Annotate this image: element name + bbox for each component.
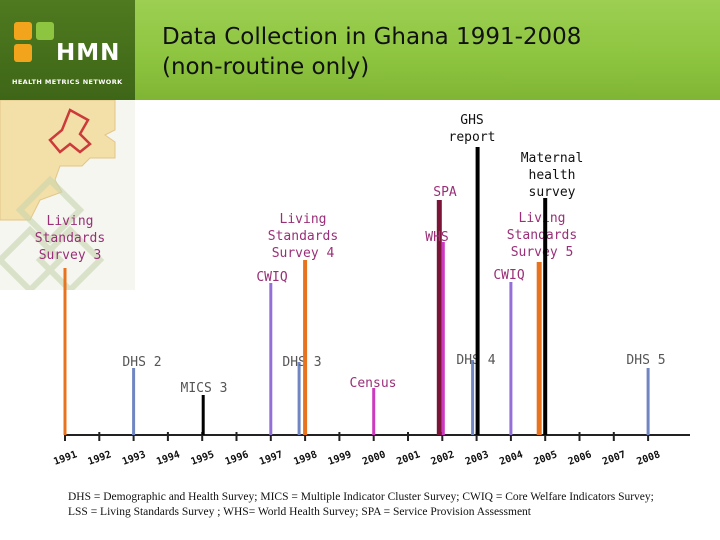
event-line-cwiq-2004	[509, 282, 513, 435]
axis-tick-label-2006: 2006	[567, 449, 593, 468]
axis-tick-label-1993: 1993	[121, 449, 147, 468]
axis-tick-label-2007: 2007	[601, 449, 627, 468]
event-line-dhs-4-2003	[471, 360, 475, 435]
event-line-living-standards-survey-3-1991	[63, 268, 67, 435]
event-line-mics-3-1995	[201, 395, 205, 435]
event-line-cwiq-1997	[269, 283, 273, 435]
axis-tick-label-1992: 1992	[87, 449, 113, 468]
title-line-2: (non-routine only)	[162, 54, 370, 80]
axis-tick-label-2003: 2003	[464, 449, 490, 468]
axis-tick-label-1997: 1997	[258, 449, 284, 468]
event-label-whs-2002: WHS	[425, 230, 448, 245]
header-banner: HMN HEALTH METRICS NETWORK Data Collecti…	[0, 0, 720, 100]
event-line-spa-2002	[436, 200, 442, 435]
event-label-ghs-report-2003: GHS report	[449, 113, 496, 145]
event-label-dhs-3-1998: DHS 3	[282, 355, 321, 370]
event-label-spa-2002: SPA	[433, 185, 457, 200]
event-label-maternal-health-survey-2005: Maternal health survey	[521, 151, 584, 200]
event-line-census-2000	[372, 388, 376, 435]
axis-tick-label-2008: 2008	[635, 449, 661, 468]
axis-tick-label-2005: 2005	[532, 449, 558, 468]
event-line-whs-2002	[441, 242, 445, 435]
decorative-map-pattern	[0, 100, 135, 290]
person-icon	[14, 22, 32, 40]
event-line-living-standards-survey-5-2005	[536, 262, 542, 435]
hospital-icon	[14, 44, 32, 62]
event-line-living-standards-survey-4-1998	[303, 260, 308, 435]
event-label-dhs-2-1993: DHS 2	[122, 355, 161, 370]
axis-tick-label-1998: 1998	[292, 449, 318, 468]
title-line-1: Data Collection in Ghana 1991-2008	[162, 24, 582, 50]
axis-tick-label-1996: 1996	[224, 449, 250, 468]
event-label-living-standards-survey-3-1991: Living Standards Survey 3	[35, 214, 105, 263]
axis-tick-label-2004: 2004	[498, 449, 524, 468]
event-label-cwiq-1997: CWIQ	[256, 270, 287, 285]
page-title: Data Collection in Ghana 1991-2008 (non-…	[162, 22, 581, 82]
footnote-line-2: LSS = Living Standards Survey ; WHS= Wor…	[68, 506, 531, 518]
axis-tick-label-2002: 2002	[430, 449, 456, 468]
event-line-dhs-3-1998	[297, 362, 301, 435]
hmn-logo: HMN HEALTH METRICS NETWORK	[0, 0, 135, 100]
logo-subtext: HEALTH METRICS NETWORK	[12, 78, 123, 86]
event-line-ghs-report-2003	[475, 147, 480, 435]
timeline-chart: 1991 1992 1993 1994 1995 1996 1997 1998 1999 2000…	[35, 113, 690, 468]
logo-text: HMN	[56, 40, 121, 66]
event-label-cwiq-2004: CWIQ	[493, 268, 524, 283]
chart-icon	[36, 22, 54, 40]
event-line-maternal-health-survey-2005	[543, 198, 548, 435]
event-line-dhs-5-2008	[646, 368, 650, 435]
axis-tick-label-1995: 1995	[189, 449, 215, 468]
event-label-dhs-5-2008: DHS 5	[626, 353, 665, 368]
axis-tick-label-1994: 1994	[155, 449, 181, 468]
event-label-census-2000: Census	[350, 376, 397, 391]
axis-tick-label-2000: 2000	[361, 449, 387, 468]
event-line-dhs-2-1993	[132, 368, 136, 435]
event-label-living-standards-survey-5-2005: Living Standards Survey 5	[507, 211, 577, 260]
footnote-line-1: DHS = Demographic and Health Survey; MIC…	[68, 491, 654, 503]
footnote: DHS = Demographic and Health Survey; MIC…	[68, 490, 708, 520]
axis-tick-label-1999: 1999	[327, 449, 353, 468]
event-label-mics-3-1995: MICS 3	[181, 381, 228, 396]
event-label-living-standards-survey-4-1998: Living Standards Survey 4	[268, 212, 338, 261]
axis-tick-label-1991: 1991	[52, 449, 78, 468]
axis-tick-label-2001: 2001	[395, 449, 421, 468]
